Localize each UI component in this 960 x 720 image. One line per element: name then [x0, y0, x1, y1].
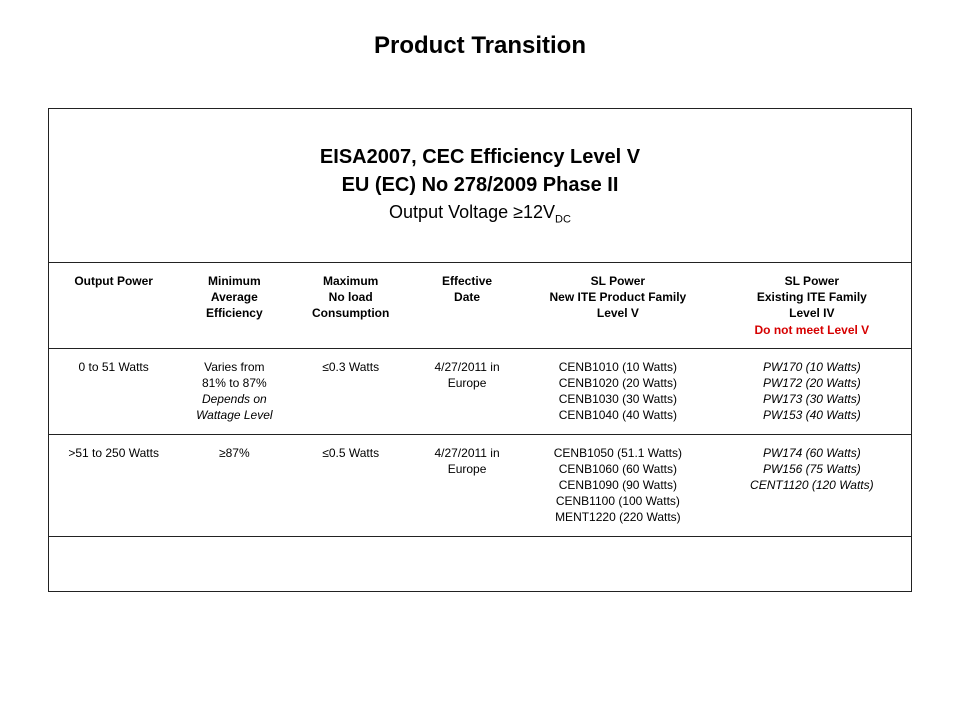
page: Product Transition EISA2007, CEC Efficie…: [0, 0, 960, 720]
cell-power: 0 to 51 Watts: [49, 348, 178, 434]
cell-date: 4/27/2011 in Europe: [411, 434, 523, 536]
col5-l3: Level V: [597, 306, 639, 320]
r1-new-2: CENB1090 (90 Watts): [559, 478, 677, 492]
col-existing-family: SL Power Existing ITE Family Level IV Do…: [713, 263, 911, 349]
cell-noload: ≤0.5 Watts: [290, 434, 411, 536]
col5-l2: New ITE Product Family: [550, 290, 687, 304]
r1-old-1: PW156 (75 Watts): [763, 462, 861, 476]
r0-old-3: PW153 (40 Watts): [763, 408, 861, 422]
spacer-cell: [49, 536, 911, 591]
header-line-2: EU (EC) No 278/2009 Phase II: [59, 171, 901, 199]
header-line-1: EISA2007, CEC Efficiency Level V: [59, 143, 901, 171]
table-header-row: Output Power Minimum Average Efficiency …: [49, 263, 911, 349]
cell-power: >51 to 250 Watts: [49, 434, 178, 536]
col3-l2: No load: [329, 290, 373, 304]
table-header-block: EISA2007, CEC Efficiency Level V EU (EC)…: [49, 109, 911, 262]
col4-l2: Date: [454, 290, 480, 304]
r0-new-1: CENB1020 (20 Watts): [559, 376, 677, 390]
r0-eff-l3: Depends on: [202, 392, 267, 406]
col3-l1: Maximum: [323, 274, 378, 288]
r0-old-0: PW170 (10 Watts): [763, 360, 861, 374]
cell-date: 4/27/2011 in Europe: [411, 348, 523, 434]
r1-new-4: MENT1220 (220 Watts): [555, 510, 681, 524]
col-effective-date: Effective Date: [411, 263, 523, 349]
r0-eff-l2: 81% to 87%: [202, 376, 267, 390]
cell-efficiency: ≥87%: [178, 434, 290, 536]
r0-eff-l4: Wattage Level: [196, 408, 273, 422]
cell-oldfam: PW170 (10 Watts) PW172 (20 Watts) PW173 …: [713, 348, 911, 434]
r1-new-3: CENB1100 (100 Watts): [556, 494, 680, 508]
table-row: >51 to 250 Watts ≥87% ≤0.5 Watts 4/27/20…: [49, 434, 911, 536]
r1-date-l1: 4/27/2011 in: [434, 446, 499, 460]
col2-l1: Minimum: [208, 274, 261, 288]
cell-newfam: CENB1050 (51.1 Watts) CENB1060 (60 Watts…: [523, 434, 713, 536]
r1-new-1: CENB1060 (60 Watts): [559, 462, 677, 476]
col6-l3: Level IV: [789, 306, 834, 320]
r0-old-1: PW172 (20 Watts): [763, 376, 861, 390]
header-line-3-text: Output Voltage ≥12V: [389, 202, 555, 222]
col-new-family: SL Power New ITE Product Family Level V: [523, 263, 713, 349]
col-min-avg-eff: Minimum Average Efficiency: [178, 263, 290, 349]
col6-l1: SL Power: [785, 274, 839, 288]
col6-l2: Existing ITE Family: [757, 290, 867, 304]
cell-efficiency: Varies from 81% to 87% Depends on Wattag…: [178, 348, 290, 434]
r1-new-0: CENB1050 (51.1 Watts): [554, 446, 682, 460]
r0-new-2: CENB1030 (30 Watts): [559, 392, 677, 406]
r0-new-3: CENB1040 (40 Watts): [559, 408, 677, 422]
r0-date-l2: Europe: [448, 376, 487, 390]
table-spacer-row: [49, 536, 911, 591]
r1-date-l2: Europe: [448, 462, 487, 476]
table-container: EISA2007, CEC Efficiency Level V EU (EC)…: [48, 108, 912, 592]
r1-old-0: PW174 (60 Watts): [763, 446, 861, 460]
r0-new-0: CENB1010 (10 Watts): [559, 360, 677, 374]
r0-date-l1: 4/27/2011 in: [434, 360, 499, 374]
table-row: 0 to 51 Watts Varies from 81% to 87% Dep…: [49, 348, 911, 434]
col4-l1: Effective: [442, 274, 492, 288]
r1-old-2: CENT1120 (120 Watts): [750, 478, 874, 492]
r1-eff-l1: ≥87%: [219, 446, 250, 460]
col5-l1: SL Power: [591, 274, 645, 288]
header-line-3: Output Voltage ≥12VDC: [59, 199, 901, 228]
page-title: Product Transition: [0, 32, 960, 60]
col-max-noload: Maximum No load Consumption: [290, 263, 411, 349]
cell-newfam: CENB1010 (10 Watts) CENB1020 (20 Watts) …: [523, 348, 713, 434]
header-line-3-sub: DC: [555, 214, 571, 226]
data-table: Output Power Minimum Average Efficiency …: [49, 262, 911, 590]
cell-noload: ≤0.3 Watts: [290, 348, 411, 434]
r0-eff-l1: Varies from: [204, 360, 264, 374]
col6-l4-red: Do not meet Level V: [754, 323, 869, 337]
col-output-power: Output Power: [49, 263, 178, 349]
col2-l2: Average: [211, 290, 258, 304]
r0-old-2: PW173 (30 Watts): [763, 392, 861, 406]
col2-l3: Efficiency: [206, 306, 263, 320]
cell-oldfam: PW174 (60 Watts) PW156 (75 Watts) CENT11…: [713, 434, 911, 536]
col3-l3: Consumption: [312, 306, 389, 320]
